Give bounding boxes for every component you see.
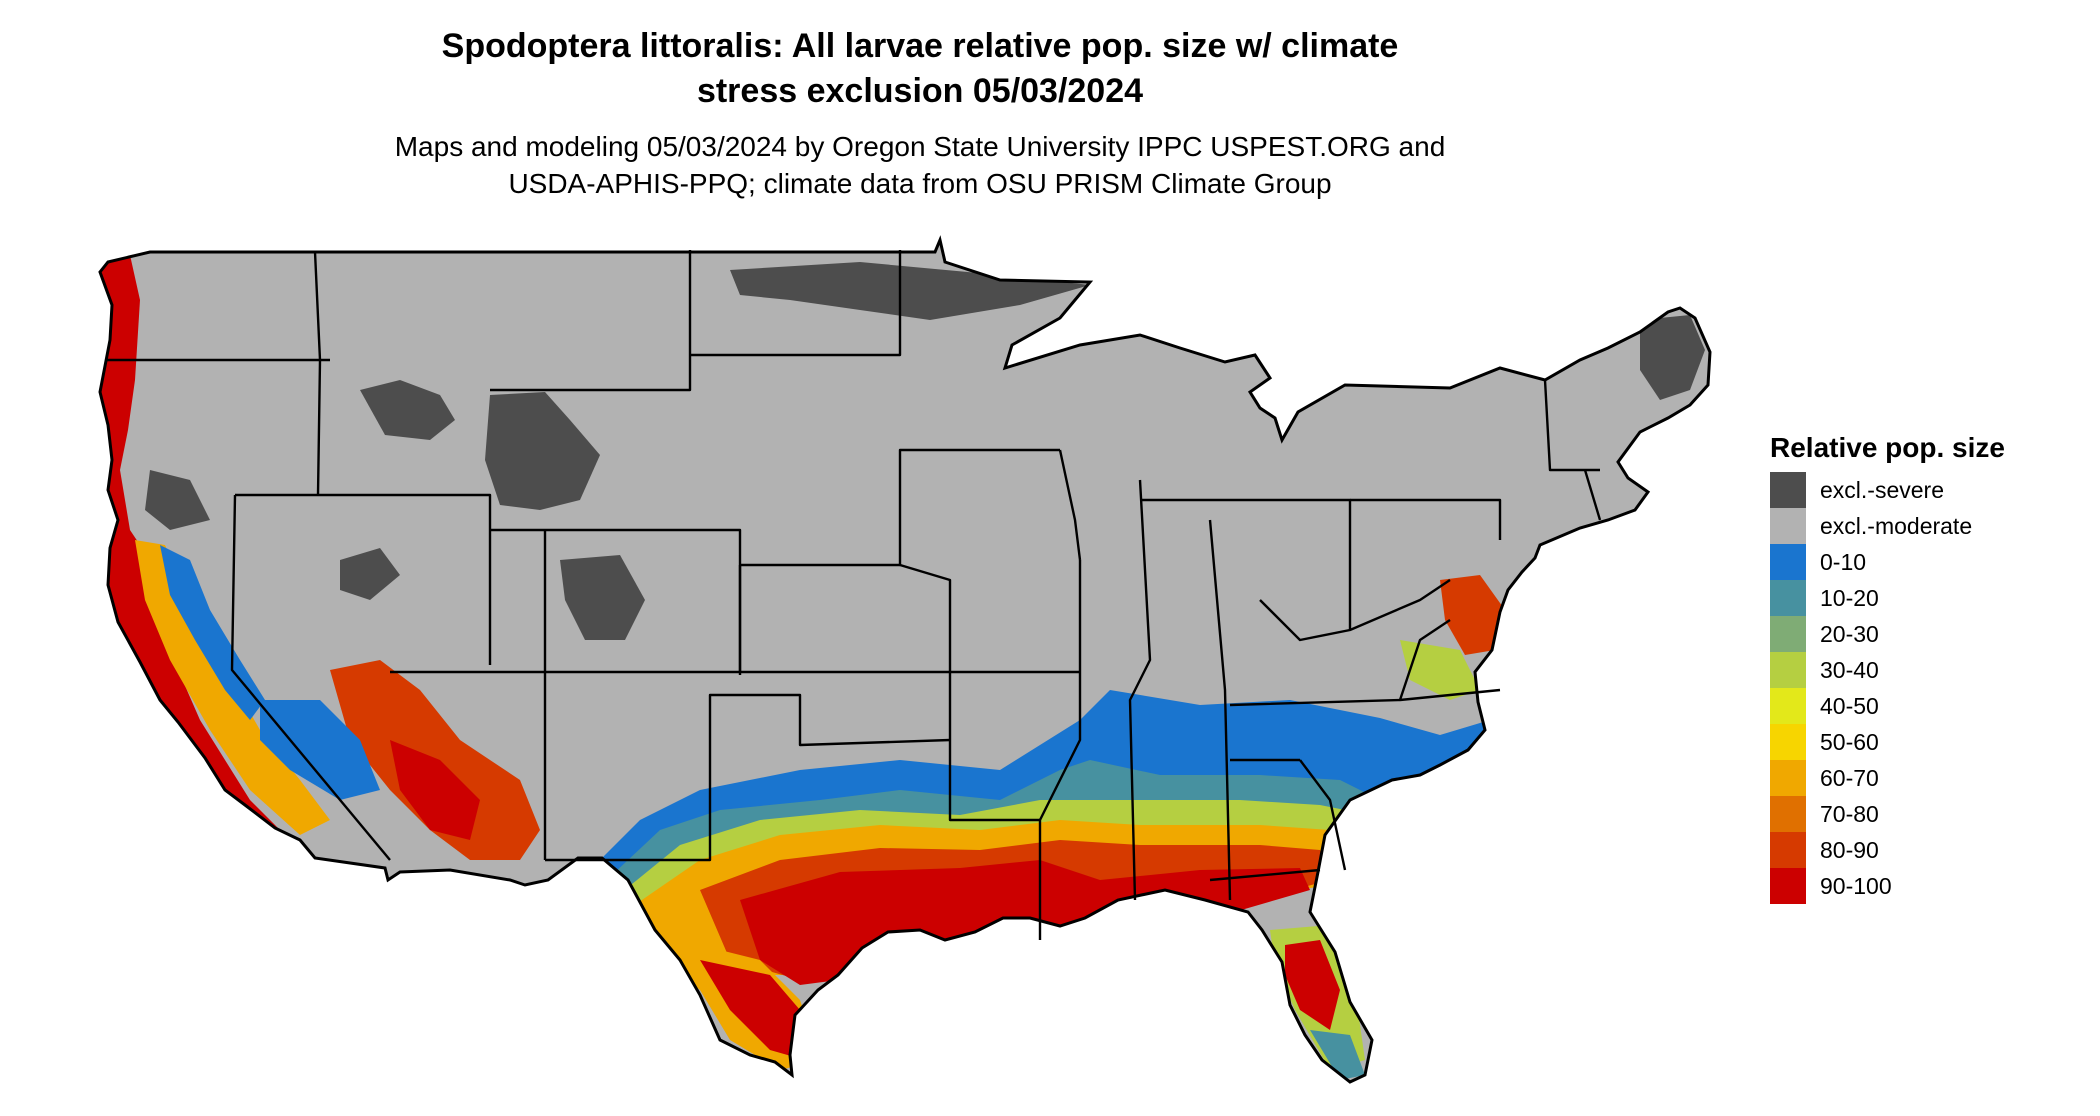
legend-label: 40-50 xyxy=(1820,692,1879,719)
legend-item: 70-80 xyxy=(1770,796,2090,832)
legend-label: 10-20 xyxy=(1820,584,1879,611)
legend-label: excl.-severe xyxy=(1820,476,1944,503)
legend-swatch xyxy=(1770,652,1806,688)
legend-label: 50-60 xyxy=(1820,728,1879,755)
legend-swatch xyxy=(1770,580,1806,616)
legend-label: 80-90 xyxy=(1820,836,1879,863)
legend-item: 0-10 xyxy=(1770,544,2090,580)
legend-swatch xyxy=(1770,616,1806,652)
legend-label: 30-40 xyxy=(1820,656,1879,683)
legend-swatch xyxy=(1770,796,1806,832)
subtitle-line-2: USDA-APHIS-PPQ; climate data from OSU PR… xyxy=(508,168,1332,199)
legend-swatch xyxy=(1770,508,1806,544)
legend-label: 20-30 xyxy=(1820,620,1879,647)
legend-item: 50-60 xyxy=(1770,724,2090,760)
legend-item: 20-30 xyxy=(1770,616,2090,652)
legend-item: 30-40 xyxy=(1770,652,2090,688)
legend-swatch xyxy=(1770,544,1806,580)
legend-item: 40-50 xyxy=(1770,688,2090,724)
title-line-2: stress exclusion 05/03/2024 xyxy=(696,72,1144,110)
legend-label: 70-80 xyxy=(1820,800,1879,827)
legend-item: 90-100 xyxy=(1770,868,2090,904)
legend-title: Relative pop. size xyxy=(1770,432,2005,463)
legend-swatch xyxy=(1770,868,1806,904)
map-title: Spodoptera littoralis: All larvae relati… xyxy=(0,24,1840,114)
legend-swatch xyxy=(1770,688,1806,724)
legend-item: 10-20 xyxy=(1770,580,2090,616)
subtitle-line-1: Maps and modeling 05/03/2024 by Oregon S… xyxy=(394,131,1446,162)
legend-swatch xyxy=(1770,760,1806,796)
legend-swatch xyxy=(1770,472,1806,508)
us-map xyxy=(98,238,1712,1084)
legend-item: excl.-moderate xyxy=(1770,508,2090,544)
title-line-1: Spodoptera littoralis: All larvae relati… xyxy=(441,27,1399,65)
legend-label: 90-100 xyxy=(1820,872,1892,899)
legend-label: 60-70 xyxy=(1820,764,1879,791)
legend-label: excl.-moderate xyxy=(1820,512,1973,539)
legend-items: excl.-severe excl.-moderate 0-10 10-20 20-30… xyxy=(1770,472,2090,904)
legend: Relative pop. size excl.-severe excl.-mod… xyxy=(1770,430,2090,904)
legend-swatch xyxy=(1770,724,1806,760)
legend-item: excl.-severe xyxy=(1770,472,2090,508)
legend-swatch xyxy=(1770,832,1806,868)
legend-label: 0-10 xyxy=(1820,548,1867,575)
legend-item: 80-90 xyxy=(1770,832,2090,868)
legend-item: 60-70 xyxy=(1770,760,2090,796)
map-subtitle: Maps and modeling 05/03/2024 by Oregon S… xyxy=(0,128,1840,202)
